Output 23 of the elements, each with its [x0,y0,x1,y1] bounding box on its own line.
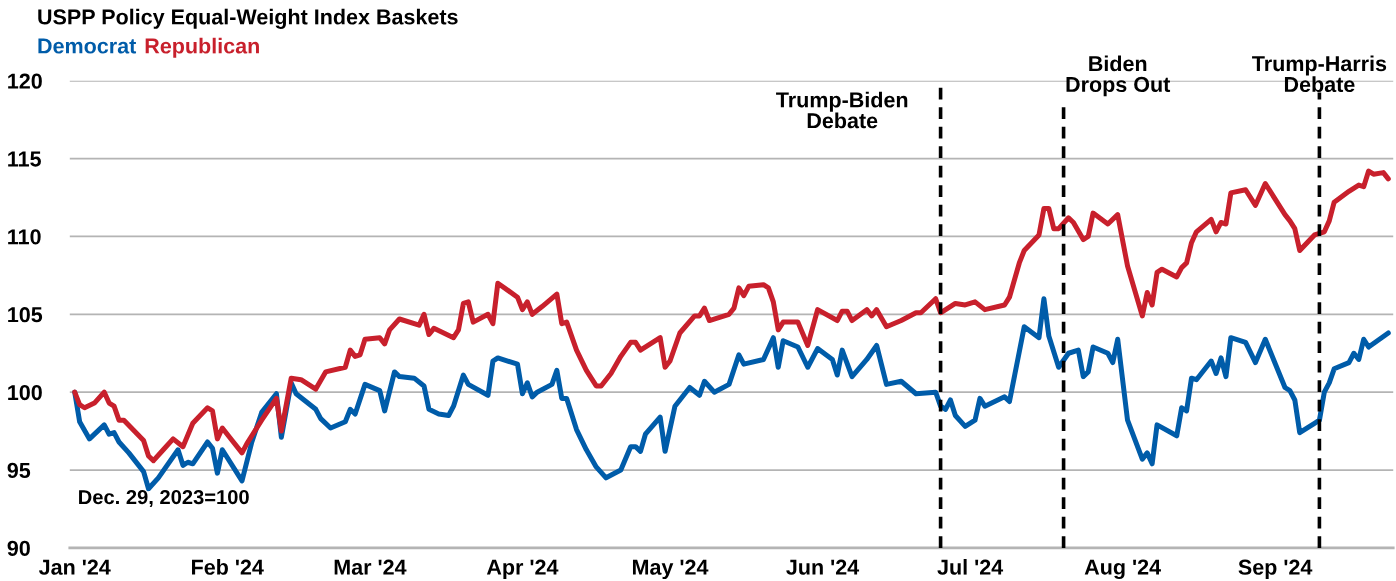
ref-line-label: Trump-Harris Debate [1252,55,1387,93]
y-tick-label: 115 [8,151,41,167]
x-tick-label: Jul '24 [937,558,1004,575]
x-tick-label: Mar '24 [334,559,407,575]
y-tick-label: 95 [7,462,31,479]
x-tick-label: Sep '24 [1238,559,1313,580]
x-tick-label: May '24 [632,559,709,580]
x-tick-label: Aug '24 [1084,559,1161,580]
y-tick-label: 110 [8,229,41,245]
y-tick-label: 120 [8,73,42,89]
text: Democrat [38,38,137,54]
y-tick-label: 90 [7,540,30,556]
annotation: Dec. 29, 2023=100 [79,489,249,508]
y-tick-label: 105 [8,307,43,323]
x-tick-label: Jun '24 [786,559,860,575]
ref-line-label: Biden Drops Out [1066,55,1171,97]
x-tick-label: Apr '24 [486,559,559,580]
x-tick-label: Feb '24 [192,558,264,575]
y-tick-label: 100 [8,384,42,401]
chart-title: USPP Policy Equal-Weight Index Baskets [38,8,458,29]
x-tick-label: Jan '24 [38,559,111,575]
ref-line-label: Trump-Biden Debate [776,91,908,129]
text: Republican [145,37,259,58]
